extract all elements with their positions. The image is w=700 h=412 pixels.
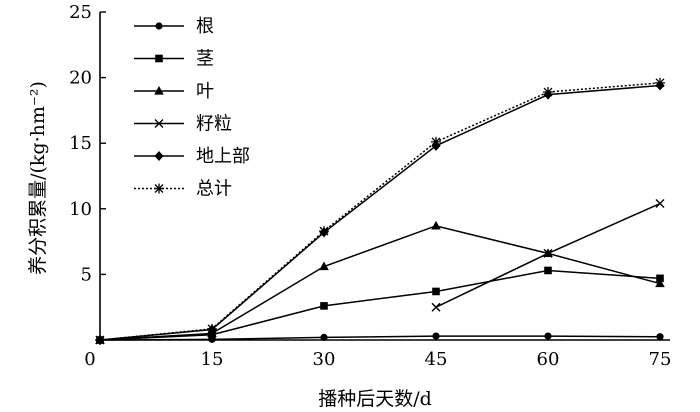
series-6-point <box>95 335 105 345</box>
y-ticks: 5 10 15 20 25 <box>69 2 106 285</box>
legend-marker <box>154 86 164 95</box>
legend-item: 籽粒 <box>134 114 232 135</box>
legend-item: 根 <box>134 16 214 37</box>
legend-label: 地上部 <box>196 146 250 167</box>
series-6-point <box>655 77 665 88</box>
legend-marker <box>154 119 164 128</box>
legend-item: 茎 <box>134 49 214 70</box>
legend-marker <box>154 183 164 194</box>
series-2-point <box>320 302 328 310</box>
legend-label: 根 <box>196 16 214 37</box>
series-4-group <box>431 199 665 312</box>
series-6-point <box>207 323 217 334</box>
legend-label: 籽粒 <box>196 114 232 135</box>
series-3-point <box>655 278 665 288</box>
series-6-group <box>95 77 665 345</box>
y-axis-label: 养分积累量/(kg·hm⁻²) <box>27 81 49 275</box>
series-4-point <box>431 302 441 312</box>
axes <box>99 12 670 341</box>
series-1-line <box>99 335 661 341</box>
series-3-point <box>319 261 329 271</box>
x-tick-label: 30 <box>313 349 336 370</box>
series-5-group <box>95 80 665 345</box>
legend-item: 地上部 <box>134 146 250 167</box>
x-tick-label: 45 <box>425 349 448 370</box>
legend-label: 总计 <box>196 179 232 200</box>
series-4-point <box>655 199 665 209</box>
series-2-point <box>432 287 440 296</box>
series-6-point <box>431 136 441 147</box>
series-1-point <box>544 332 552 340</box>
series-2-point <box>544 266 552 275</box>
legend-marker <box>155 54 163 63</box>
series-2-point <box>656 274 664 283</box>
y-tick-label: 10 <box>69 199 92 220</box>
series-1-point <box>656 333 664 341</box>
series-4-point <box>543 248 553 258</box>
series-3-point <box>431 220 441 230</box>
y-tick-label: 5 <box>81 264 92 285</box>
y-tick-label: 15 <box>69 133 92 154</box>
x-tick-label: 0 <box>84 349 95 370</box>
series-1-point <box>432 332 440 340</box>
legend-marker <box>154 151 164 161</box>
legend-label: 茎 <box>196 49 214 70</box>
x-tick-label: 75 <box>649 349 672 370</box>
series-1-group <box>96 332 664 344</box>
y-tick-label: 20 <box>69 68 92 89</box>
series-2-line <box>99 269 661 341</box>
legend-item: 总计 <box>134 179 232 200</box>
series-group <box>95 77 665 345</box>
x-axis-label: 播种后天数/d <box>318 388 432 410</box>
series-3-line <box>99 225 661 341</box>
x-tick-label: 60 <box>537 349 560 370</box>
series-1-point <box>320 333 328 341</box>
legend-item: 叶 <box>134 81 214 102</box>
x-tick-label: 15 <box>201 349 224 370</box>
legend-label: 叶 <box>196 81 214 102</box>
series-6-line <box>99 82 661 341</box>
series-6-point <box>543 87 553 98</box>
series-6-point <box>319 226 329 237</box>
legend-marker <box>155 22 163 30</box>
y-tick-label: 25 <box>69 2 92 23</box>
